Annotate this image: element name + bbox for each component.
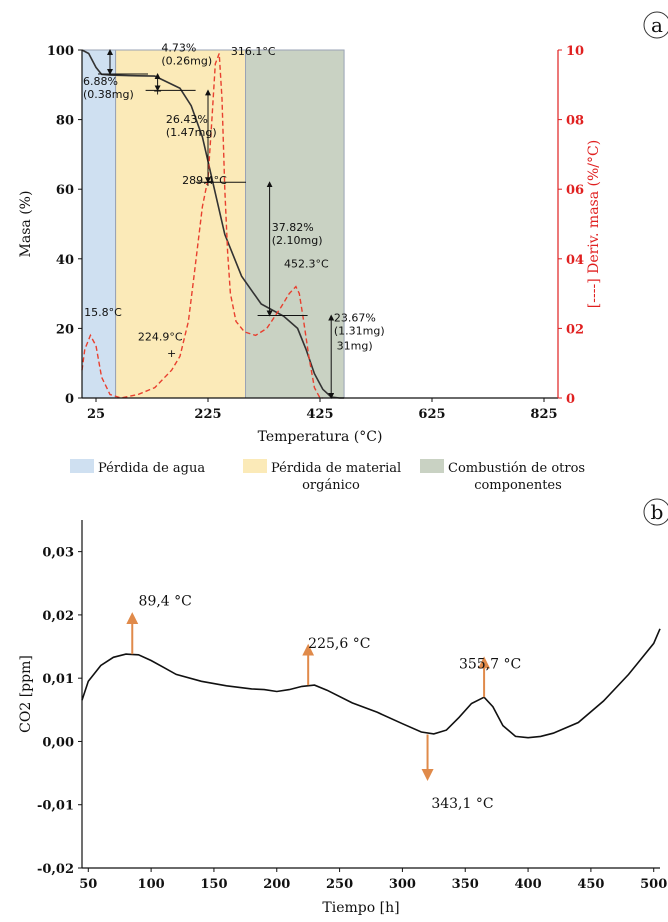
y2-tick-label: 10 bbox=[566, 44, 584, 59]
x-tick-label: 625 bbox=[418, 407, 445, 422]
region-band-2 bbox=[245, 49, 345, 399]
annotations: 6.88%(0.38mg)4.73%(0.26mg)316.1°C26.43%(… bbox=[83, 42, 385, 353]
panel-letter-a: a bbox=[651, 13, 663, 37]
y2-tick-label: 0 bbox=[566, 392, 575, 407]
series-mass bbox=[81, 49, 345, 399]
annotation-8-line-0: 224.9°C bbox=[138, 331, 183, 344]
x-tick-label: 200 bbox=[263, 877, 290, 892]
peak-marker-1: + bbox=[203, 176, 212, 189]
legend-label-1-1: orgánico bbox=[302, 478, 360, 493]
x-axis-title: Temperatura (°C) bbox=[258, 429, 383, 445]
peak-arrows: 89,4 °C 225,6 °C 355,7 °C 343,1 °C bbox=[126, 593, 521, 812]
panel-b: -0,02 -0,01 0,00 0,01 0,02 0,03 50 100 150 200 250… bbox=[18, 498, 668, 916]
x-tick-label: 350 bbox=[452, 877, 479, 892]
x-tick-label: 825 bbox=[530, 407, 557, 422]
x-tick-label: 500 bbox=[640, 877, 667, 892]
series-derivative bbox=[81, 53, 323, 399]
annotation-2-line-0: 316.1°C bbox=[231, 45, 276, 58]
legend-swatch-0 bbox=[70, 459, 94, 473]
annotation-4-line-0: 289.4°C bbox=[182, 174, 227, 187]
x-tick-label: 425 bbox=[306, 407, 333, 422]
x-tick-label: 50 bbox=[79, 877, 97, 892]
panel-letter-b: b bbox=[651, 500, 664, 524]
annotation-1-line-1: (0.26mg) bbox=[161, 55, 212, 68]
annotation-0-line-0: 6.88% bbox=[83, 75, 118, 88]
peak-label-3: 343,1 °C bbox=[431, 796, 493, 812]
co2-series-line bbox=[81, 628, 661, 739]
y-tick-label: 60 bbox=[56, 183, 74, 198]
panel-badge-b: b bbox=[643, 498, 668, 526]
y-tick-label: 0,01 bbox=[42, 672, 74, 687]
y-tick-label: 0,00 bbox=[42, 735, 74, 750]
legend-label-2-0: Combustión de otros bbox=[448, 461, 585, 476]
y-tick-label: -0,01 bbox=[37, 799, 74, 814]
y2-tick-label: 08 bbox=[566, 114, 584, 129]
y-axis-title: Masa (%) bbox=[18, 191, 34, 258]
annotation-9-line-0: 23.67% bbox=[334, 311, 376, 324]
peak-marker-0: + bbox=[153, 84, 162, 97]
y2-tick-label: 02 bbox=[566, 322, 584, 337]
y-tick-label: 20 bbox=[56, 322, 74, 337]
series-lines bbox=[81, 49, 345, 399]
peak-label-2: 355,7 °C bbox=[459, 657, 521, 673]
legend: Pérdida de agua Pérdida de material orgáni… bbox=[70, 459, 585, 493]
legend-label-1-0: Pérdida de material bbox=[271, 461, 401, 476]
x-tick-label: 225 bbox=[194, 407, 221, 422]
panel-badge-a: a bbox=[643, 11, 668, 39]
y-tick-label: 100 bbox=[47, 44, 74, 59]
annotation-10-line-0: 31mg) bbox=[337, 339, 373, 352]
annotation-3-line-1: (1.47mg) bbox=[166, 126, 217, 139]
legend-label-0-0: Pérdida de agua bbox=[98, 461, 205, 476]
series-lines bbox=[81, 628, 661, 739]
y2-tick-label: 04 bbox=[566, 253, 584, 268]
annotation-7-line-0: 15.8°C bbox=[84, 306, 122, 319]
x-tick-label: 450 bbox=[577, 877, 604, 892]
panel-a: + + + 6.88%(0.38mg) 4.73%(0.26mg) 316.1°C 26.… bbox=[18, 11, 668, 493]
peak-label-0: 89,4 °C bbox=[139, 593, 192, 609]
annotation-0-line-1: (0.38mg) bbox=[83, 88, 134, 101]
y-tick-label: 80 bbox=[56, 114, 74, 129]
peak-marker-2: + bbox=[167, 347, 176, 360]
region-band-1 bbox=[115, 49, 247, 399]
x-tick-label: 25 bbox=[87, 407, 105, 422]
annotation-9-line-1: (1.31mg) bbox=[334, 324, 385, 337]
y-tick-label: 40 bbox=[56, 253, 74, 268]
x-tick-label: 300 bbox=[389, 877, 416, 892]
x-tick-label: 100 bbox=[138, 877, 165, 892]
y2-tick-label: 06 bbox=[566, 183, 584, 198]
annotation-3-line-0: 26.43% bbox=[166, 113, 208, 126]
region-bands bbox=[81, 49, 345, 399]
x-tick-label: 150 bbox=[200, 877, 227, 892]
x-tick-label: 400 bbox=[514, 877, 541, 892]
y-axis-title: CO2 [ppm] bbox=[18, 655, 34, 733]
legend-swatch-2 bbox=[420, 459, 444, 473]
annotation-6-line-0: 452.3°C bbox=[284, 258, 329, 271]
axes: 0 20 40 60 80 100 0 02 04 06 08 10 25 225 425 625 825 Tem… bbox=[18, 44, 602, 445]
y-tick-label: 0 bbox=[65, 392, 74, 407]
legend-label-2-1: componentes bbox=[474, 478, 562, 493]
peak-label-1: 225,6 °C bbox=[308, 636, 370, 652]
legend-swatch-1 bbox=[243, 459, 267, 473]
region-band-0 bbox=[81, 49, 117, 399]
annotation-1-line-0: 4.73% bbox=[161, 42, 196, 55]
x-tick-label: 250 bbox=[326, 877, 353, 892]
y-tick-label: 0,03 bbox=[42, 546, 74, 561]
annotation-5-line-1: (2.10mg) bbox=[272, 234, 323, 247]
y2-axis-title: [----] Deriv. masa (%/°C) bbox=[586, 140, 602, 308]
y-tick-label: -0,02 bbox=[37, 862, 74, 877]
axes: -0,02 -0,01 0,00 0,01 0,02 0,03 50 100 150 200 250… bbox=[18, 520, 667, 916]
y-tick-label: 0,02 bbox=[42, 609, 74, 624]
annotation-5-line-0: 37.82% bbox=[272, 221, 314, 234]
x-axis-title: Tiempo [h] bbox=[322, 900, 399, 916]
